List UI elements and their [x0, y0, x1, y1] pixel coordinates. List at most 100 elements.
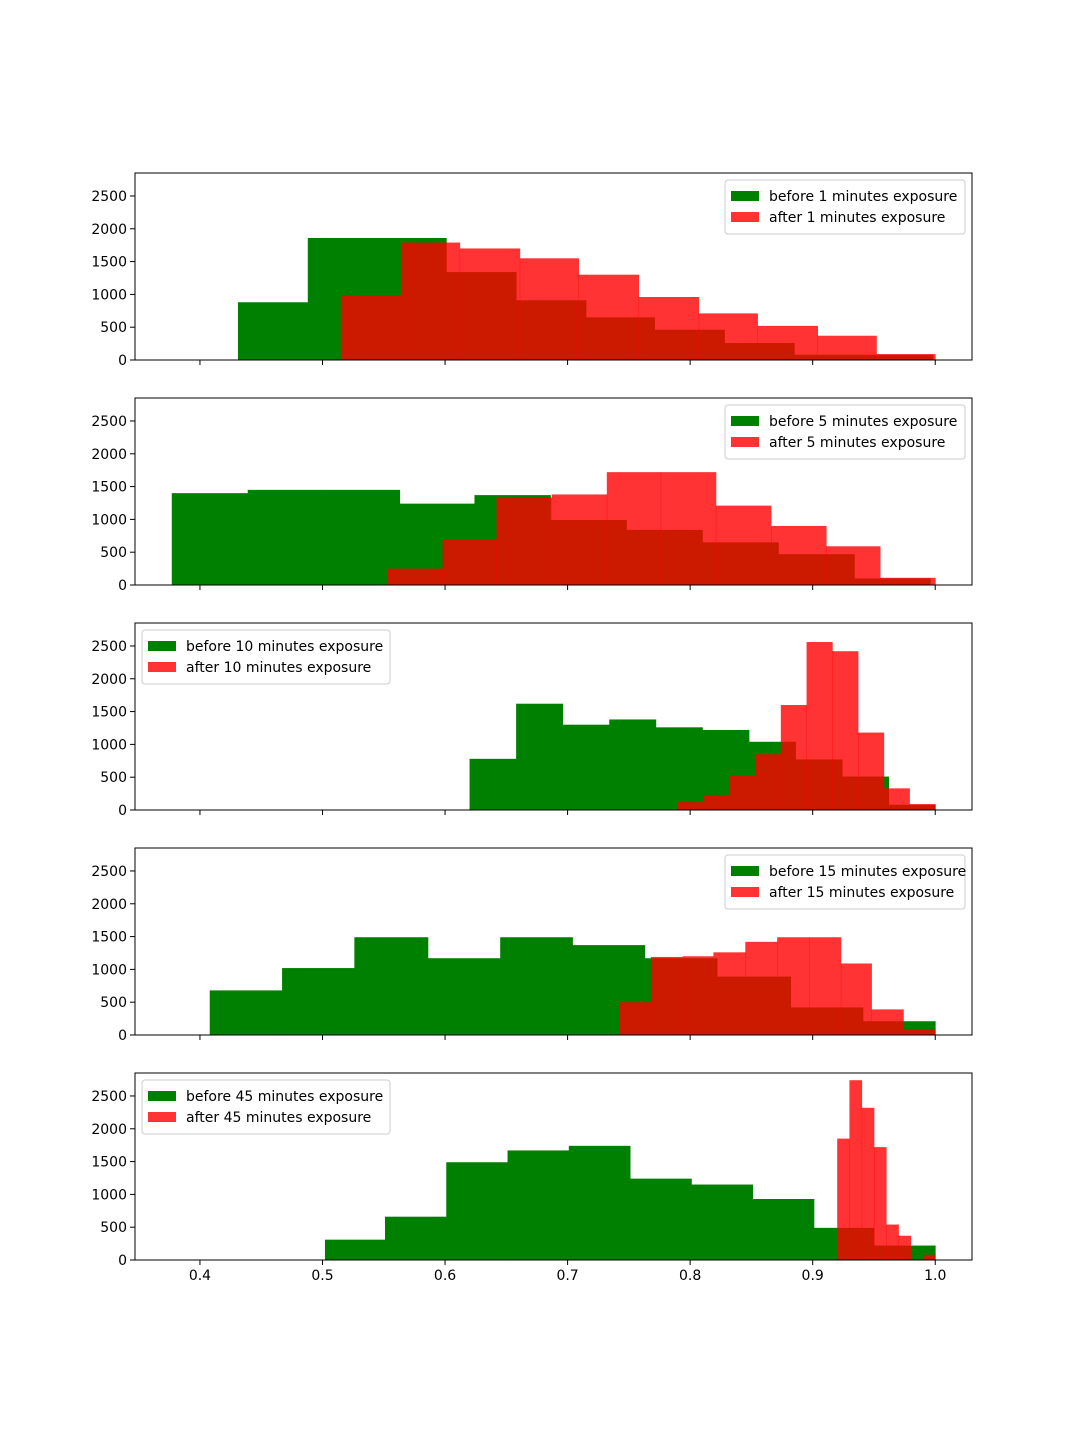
y-tick-label: 2500	[91, 189, 127, 205]
axes-frame	[134, 847, 973, 1036]
legend-swatch-before	[731, 416, 759, 426]
legend-box	[724, 854, 966, 910]
histogram-bar	[903, 1029, 936, 1035]
legend-swatch-before	[731, 191, 759, 201]
y-tick-label: 1500	[91, 1155, 127, 1171]
histogram-bar	[780, 705, 807, 810]
histogram-bar	[817, 335, 877, 360]
histogram-bar	[427, 958, 501, 1035]
y-tick-label: 2000	[91, 672, 127, 688]
histogram-bar	[682, 956, 714, 1035]
legend: before 5 minutes exposure after 5 minutes…	[724, 404, 966, 460]
histogram-bar	[323, 489, 401, 585]
histogram-bar	[171, 493, 249, 585]
x-tick-label: 0.6	[434, 1268, 456, 1284]
histogram-bar	[729, 775, 756, 810]
histogram-bar	[568, 1145, 631, 1260]
histogram-bar	[655, 727, 703, 810]
histogram-bar	[715, 505, 772, 585]
legend-swatch-before	[148, 641, 176, 651]
histogram-bar	[516, 703, 564, 810]
y-tick-label: 500	[100, 545, 127, 561]
legend-label-after: after 1 minutes exposure	[769, 210, 945, 226]
histogram-bar	[551, 494, 608, 585]
histogram-bar	[909, 804, 936, 810]
legend-label-before: before 15 minutes exposure	[769, 864, 966, 880]
subplot-4: 0 500 1000 1500 2000 2500 before 15 minutes ex…	[91, 847, 973, 1044]
histogram-bar	[500, 937, 573, 1035]
axes-frame	[134, 172, 973, 361]
legend-box	[724, 404, 966, 460]
histogram-bar	[609, 719, 657, 810]
histogram-bar	[324, 1239, 386, 1260]
y-tick-label: 0	[118, 803, 127, 819]
legend-swatch-after	[148, 662, 176, 672]
histogram-bar	[630, 1178, 692, 1260]
legend: before 1 minutes exposure after 1 minutes…	[724, 179, 966, 235]
y-tick-label: 2500	[91, 414, 127, 430]
legend-label-before: before 10 minutes exposure	[186, 639, 383, 655]
legend-label-after: after 45 minutes exposure	[186, 1110, 371, 1126]
histogram-bar	[826, 546, 881, 585]
series-after-5	[837, 1080, 936, 1260]
subplot-3: 0 500 1000 1500 2000 2500 before 10 minutes ex…	[91, 622, 973, 819]
histogram-bar	[638, 297, 700, 360]
y-tick-label: 2000	[91, 1122, 127, 1138]
legend-box	[724, 179, 966, 235]
histogram-bar	[459, 248, 521, 360]
y-tick-label: 500	[100, 995, 127, 1011]
legend-swatch-after	[731, 212, 759, 222]
histogram-bar	[282, 968, 355, 1035]
y-tick-label: 1000	[91, 512, 127, 528]
legend-swatch-before	[731, 866, 759, 876]
x-tick-label: 0.4	[189, 1268, 211, 1284]
legend: before 45 minutes exposure after 45 minut…	[141, 1079, 391, 1135]
histogram-bar	[507, 1150, 570, 1260]
histogram-bar	[562, 724, 610, 810]
histogram-bar	[883, 788, 910, 810]
histogram-bar	[755, 754, 782, 810]
histogram-bar	[880, 577, 936, 585]
histogram-bar	[677, 802, 705, 810]
histogram-bar	[619, 1002, 652, 1035]
histogram-bar	[698, 313, 758, 360]
legend-label-after: after 10 minutes exposure	[186, 660, 371, 676]
legend-label-after: after 5 minutes exposure	[769, 435, 945, 451]
y-tick-label: 2500	[91, 1089, 127, 1105]
histogram-bar	[209, 990, 283, 1035]
histogram-bar	[876, 354, 936, 360]
histogram-bar	[713, 952, 746, 1035]
histogram-bar	[849, 1080, 863, 1260]
x-tick-label: 0.5	[311, 1268, 333, 1284]
series-after-4	[619, 937, 936, 1035]
histogram-bar	[837, 1138, 850, 1260]
histogram-bar	[809, 937, 842, 1035]
legend-swatch-after	[148, 1112, 176, 1122]
histogram-bar	[387, 568, 443, 585]
legend-label-before: before 1 minutes exposure	[769, 189, 957, 205]
y-tick-label: 1500	[91, 255, 127, 271]
histogram-bar	[400, 242, 461, 360]
histogram-bar	[886, 1224, 899, 1260]
y-tick-label: 0	[118, 1253, 127, 1269]
y-tick-label: 500	[100, 770, 127, 786]
legend-box	[141, 629, 391, 685]
y-tick-label: 1500	[91, 930, 127, 946]
y-tick-label: 1500	[91, 480, 127, 496]
histogram-bar	[745, 941, 778, 1035]
histogram-bar	[703, 794, 730, 810]
histogram-bar	[385, 1216, 447, 1260]
x-tick-label: 1.0	[924, 1268, 946, 1284]
legend-label-after: after 15 minutes exposure	[769, 885, 954, 901]
subplot-5: 0 500 1000 1500 2000 2500 0.4 0.5 0.6 0.7 0.8 0.9 1.…	[91, 1072, 973, 1284]
legend-swatch-after	[731, 887, 759, 897]
y-tick-label: 500	[100, 320, 127, 336]
x-tick-label: 0.8	[679, 1268, 701, 1284]
histogram-bar	[806, 642, 833, 810]
y-tick-label: 1000	[91, 737, 127, 753]
histogram-bar	[771, 525, 827, 585]
y-tick-label: 1500	[91, 705, 127, 721]
histogram-bar	[861, 1107, 875, 1260]
histogram-bar	[496, 497, 553, 585]
y-tick-label: 1000	[91, 1187, 127, 1203]
